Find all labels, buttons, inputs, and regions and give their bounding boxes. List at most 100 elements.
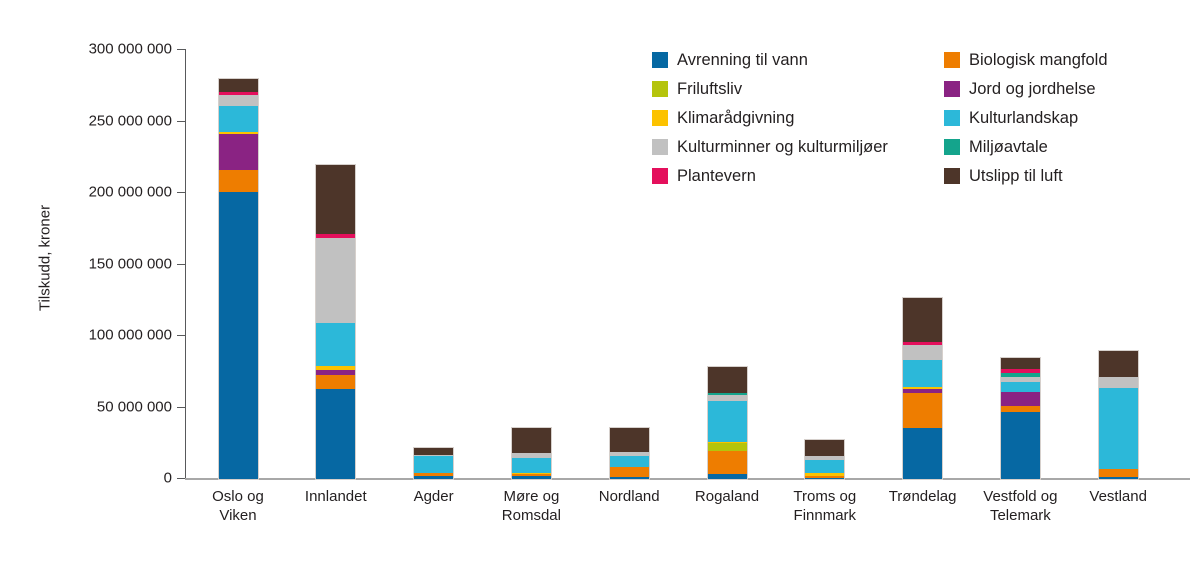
legend-swatch-friluftsliv [652, 81, 668, 97]
segment-jord-og-jordhelse [316, 369, 356, 376]
segment-kulturminner-og-kulturmilj-er [805, 455, 845, 460]
segment-plantevern [316, 234, 356, 238]
x-axis-label-agder: Agder [413, 488, 454, 505]
legend-item-friluftsliv: Friluftsliv [652, 79, 742, 99]
segment-plantevern [1000, 369, 1040, 373]
legend-swatch-utslipp-til-luft [944, 168, 960, 184]
y-axis-tick [177, 478, 185, 479]
legend-label: Miljøavtale [969, 137, 1048, 156]
segment-jord-og-jordhelse [1000, 391, 1040, 406]
x-axis-label-innlandet: Innlandet [304, 488, 367, 505]
x-axis-label-tr-ndelag: Trøndelag [888, 488, 957, 505]
y-tick-label: 300 000 000 [88, 40, 172, 58]
x-axis-label-troms-og-finnmark: Troms og Finnmark [793, 488, 857, 524]
bar-m-re-og-romsdal [510, 427, 552, 480]
segment-biologisk-mangfold [805, 475, 845, 478]
segment-kulturminner-og-kulturmilj-er [316, 237, 356, 324]
x-axis-label-vestfold-og-telemark: Vestfold og Telemark [983, 488, 1058, 524]
legend-swatch-jord-og-jordhelse [944, 81, 960, 97]
bar-troms-og-finnmark [804, 439, 846, 480]
segment-kulturminner-og-kulturmilj-er [218, 95, 258, 106]
segment-jord-og-jordhelse [903, 389, 943, 394]
segment-biologisk-mangfold [903, 393, 943, 428]
legend-label: Jord og jordhelse [969, 79, 1096, 98]
segment-kulturlandskap [609, 455, 649, 467]
segment-milj-avtale [707, 392, 747, 396]
segment-klimar-dgivning [805, 473, 845, 476]
segment-avrenning-til-vann [1000, 411, 1040, 479]
segment-utslipp-til-luft [218, 79, 258, 92]
segment-kulturlandskap [511, 457, 551, 473]
y-axis-line [185, 49, 186, 480]
segment-biologisk-mangfold [316, 375, 356, 389]
segment-avrenning-til-vann [805, 477, 845, 479]
y-axis-title: Tilskudd, kroner [36, 204, 54, 312]
segment-kulturminner-og-kulturmilj-er [903, 344, 943, 360]
segment-klimar-dgivning [707, 442, 747, 444]
segment-utslipp-til-luft [903, 298, 943, 342]
segment-biologisk-mangfold [707, 451, 747, 474]
legend-item-biologisk-mangfold: Biologisk mangfold [944, 50, 1108, 70]
segment-kulturlandskap [1000, 381, 1040, 392]
segment-avrenning-til-vann [609, 476, 649, 479]
legend-label: Kulturminner og kulturmiljøer [677, 137, 888, 156]
segment-avrenning-til-vann [414, 476, 454, 479]
x-axis-label-rogaland: Rogaland [694, 488, 760, 505]
segment-avrenning-til-vann [511, 475, 551, 479]
legend-swatch-avrenning-til-vann [652, 52, 668, 68]
legend-label: Klimarådgivning [677, 108, 795, 127]
bar-vestland [1097, 350, 1139, 480]
x-axis-label-oslo-og-viken: Oslo og Viken [212, 488, 264, 524]
y-axis-tick [177, 49, 185, 50]
segment-kulturminner-og-kulturmilj-er [414, 454, 454, 457]
legend-swatch-klimar-dgivning [652, 110, 668, 126]
segment-utslipp-til-luft [1000, 357, 1040, 370]
legend-item-avrenning-til-vann: Avrenning til vann [652, 50, 808, 70]
segment-biologisk-mangfold [511, 474, 551, 476]
segment-plantevern [218, 91, 258, 96]
y-tick-label: 0 [163, 469, 172, 487]
segment-kulturminner-og-kulturmilj-er [609, 451, 649, 456]
segment-avrenning-til-vann [707, 473, 747, 479]
segment-kulturlandskap [707, 401, 747, 443]
segment-utslipp-til-luft [414, 448, 454, 455]
y-tick-label: 100 000 000 [88, 326, 172, 344]
bar-agder [413, 447, 455, 480]
legend-swatch-plantevern [652, 168, 668, 184]
segment-kulturlandskap [414, 456, 454, 473]
segment-plantevern [903, 341, 943, 345]
segment-utslipp-til-luft [805, 440, 845, 456]
bar-oslo-og-viken [217, 78, 259, 480]
legend-item-utslipp-til-luft: Utslipp til luft [944, 166, 1063, 186]
legend-label: Kulturlandskap [969, 108, 1079, 127]
bar-nordland [608, 426, 650, 480]
legend-item-plantevern: Plantevern [652, 166, 756, 186]
segment-utslipp-til-luft [707, 366, 747, 393]
legend-swatch-kulturminner-og-kulturmilj-er [652, 139, 668, 155]
bar-vestfold-og-telemark [999, 356, 1041, 480]
y-tick-label: 200 000 000 [88, 183, 172, 201]
legend-label: Avrenning til vann [677, 50, 808, 69]
segment-kulturlandskap [218, 105, 258, 132]
bar-innlandet [315, 163, 357, 480]
legend-item-kulturlandskap: Kulturlandskap [944, 108, 1078, 128]
y-axis-tick [177, 406, 185, 408]
segment-biologisk-mangfold [1098, 468, 1138, 477]
segment-utslipp-til-luft [609, 427, 649, 452]
segment-kulturlandskap [903, 359, 943, 387]
legend-label: Utslipp til luft [969, 166, 1063, 185]
segment-utslipp-til-luft [316, 165, 356, 235]
segment-utslipp-til-luft [1098, 351, 1138, 377]
segment-kulturlandskap [316, 323, 356, 366]
legend-swatch-milj-avtale [944, 139, 960, 155]
y-axis-tick [177, 192, 185, 193]
legend-swatch-biologisk-mangfold [944, 52, 960, 68]
x-axis-line [185, 478, 1190, 480]
x-axis-label-m-re-og-romsdal: Møre og Romsdal [501, 488, 561, 524]
bar-rogaland [706, 365, 748, 480]
segment-kulturminner-og-kulturmilj-er [707, 395, 747, 402]
segment-utslipp-til-luft [511, 428, 551, 453]
legend-swatch-kulturlandskap [944, 110, 960, 126]
x-axis-label-vestland: Vestland [1089, 488, 1147, 505]
